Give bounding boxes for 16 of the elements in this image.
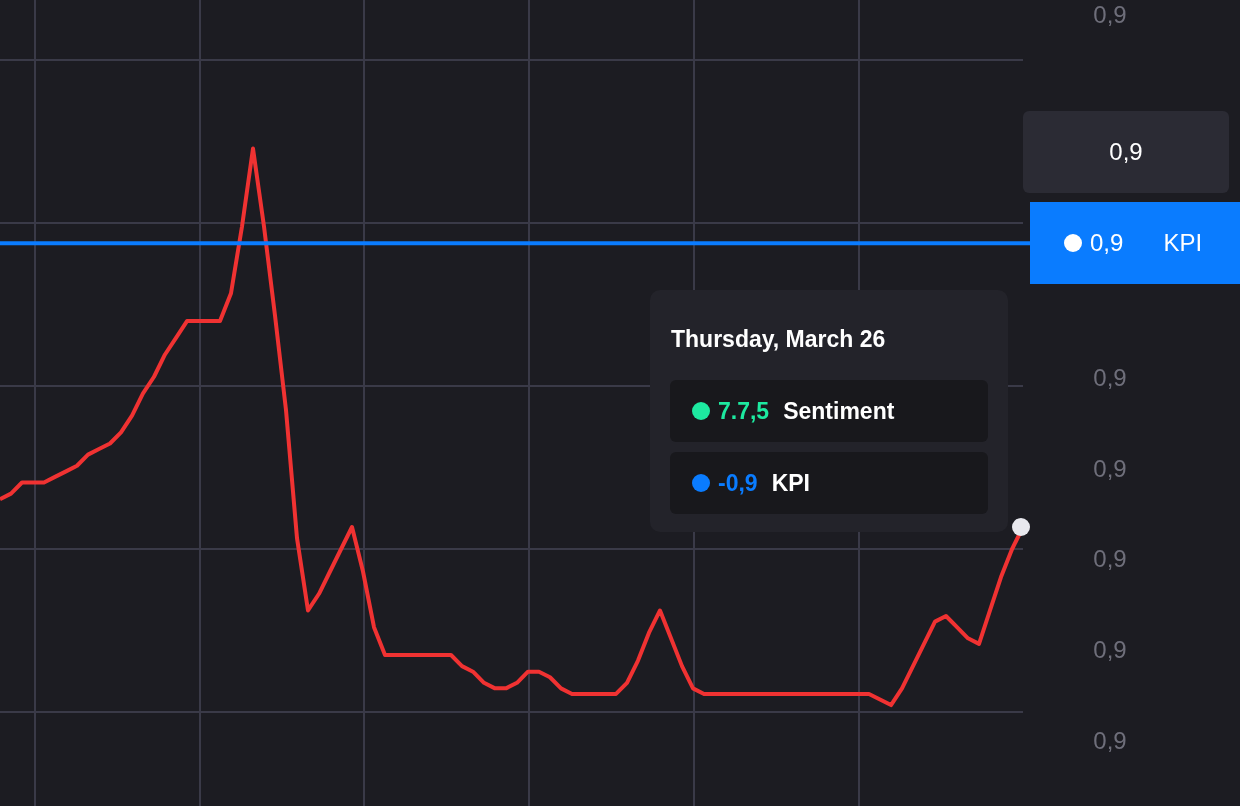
text: 0,9: [1092, 454, 1128, 483]
annotation: Thursday, March 26: [671, 326, 886, 353]
text: 0,9: [1092, 1, 1128, 29]
annotation: KPI: [771, 469, 810, 497]
text: 0,9: [1092, 363, 1128, 392]
crosshair-tag: 0,9: [1023, 111, 1229, 193]
annotation: -0,9: [718, 469, 758, 497]
tooltip-row: -0,9 KPI: [670, 452, 988, 514]
text: 0,9: [1092, 635, 1128, 664]
tooltip-row: 7.7,5 Sentiment: [670, 380, 988, 442]
value-tag: 0,9 KPI: [1030, 202, 1240, 285]
annotation: Sentiment: [783, 397, 895, 425]
text: 0,9: [1092, 726, 1128, 755]
ref-line-label: KPI: [1163, 229, 1203, 258]
text: 0,9: [1092, 545, 1128, 574]
annotation: 7.7,5: [718, 397, 770, 425]
